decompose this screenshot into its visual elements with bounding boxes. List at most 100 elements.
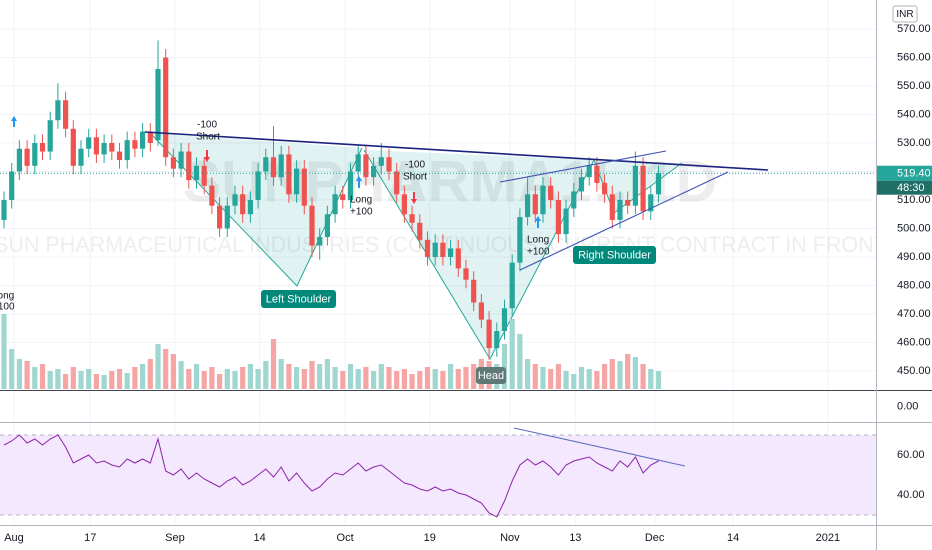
volume-bar [109,371,115,389]
volume-bar [447,364,454,389]
candles [0,40,876,360]
x-tick-label: Dec [645,532,665,544]
candle-body [16,148,23,172]
price-axis-bg [876,0,932,550]
x-tick-label: 19 [424,532,436,544]
volume-bar [578,367,585,389]
volume-bar [509,319,515,389]
short-arrow [204,150,210,162]
watermark-name: SUN PHARMACEUTICAL INDUSTRIES (CONTINUOU… [0,232,894,257]
volume-bar [655,371,662,389]
volume-bar [309,361,315,389]
volume-bar [293,367,300,389]
y-tick-label: 40.00 [897,489,925,501]
candle-body [555,199,561,235]
y-tick-label: 60.00 [897,449,925,461]
candle-body [47,120,53,152]
signal-label: Short [196,132,220,143]
candle-body [594,165,600,183]
x-tick-label: Aug [4,532,24,544]
candle-body [571,191,577,209]
candle-body [486,319,492,349]
volume-bar [417,371,423,389]
candle-body [440,242,446,257]
volume-bar [232,371,238,389]
volume-bar [224,369,230,389]
volume-bar [186,369,192,389]
volume-bar [124,373,130,389]
x-tick-label: 2021 [816,532,840,544]
wedge-upper [499,150,667,183]
candle-body [139,131,146,149]
candle-body [101,143,107,155]
volume-bar [55,369,61,389]
y-tick-label: 560.00 [897,51,931,63]
volume-bar [163,349,169,389]
candle-body [301,168,307,206]
volume-bar [324,359,330,389]
candle-body [93,137,100,155]
signal-label: Long [0,291,14,302]
wedge-lower [519,171,729,271]
long-arrow [11,116,17,127]
candle-body [394,171,400,195]
volume-bar [24,361,30,389]
x-tick-label: 13 [569,532,581,544]
candle-body [409,214,415,223]
candle-body [501,308,508,332]
volume-bar [270,339,277,389]
volume-bar [132,367,138,389]
x-tick-label: Sep [165,532,185,544]
pattern-labels: Left Shoulder Head Right Shoulder [261,246,656,384]
volume-bar [32,367,38,389]
volume-bar [240,367,246,389]
signal-label: -100 [197,120,217,131]
rsi-band [0,435,876,515]
candle-body [155,68,161,141]
volume-bar [548,369,554,389]
candle-body [332,194,338,215]
candle-body [417,222,423,240]
candle-body [517,217,523,263]
signal-label: Long [527,235,549,246]
volume-bar [216,374,223,389]
volume-bar [632,357,638,389]
candle-body [278,154,284,178]
volume-bar [586,369,592,389]
candle-body [586,165,592,178]
volume-bar [332,367,338,389]
volume-bar [78,371,84,389]
candle-body [193,165,200,181]
volume-bar [263,361,269,389]
candle-body [617,199,623,220]
x-tick-label: Nov [500,532,520,544]
currency-box [892,5,918,23]
y-tick-label: 510.00 [897,194,931,206]
candle-body [124,140,130,161]
volume-bar [16,359,23,389]
volume-bar [386,367,392,389]
y-tick-label: 490.00 [897,251,931,263]
volume-bar [394,371,400,389]
candle-body [601,182,608,195]
last-price-label: 519.40 [897,168,931,180]
y-tick-label: 480.00 [897,279,931,291]
candle-body [625,199,631,206]
y-tick-label: 500.00 [897,222,931,234]
candle-body [116,151,123,161]
volume-bar [9,349,15,389]
volume-bar [617,361,623,389]
candle-body [447,248,454,257]
signal-label: +100 [0,302,15,313]
candle-body [324,214,330,238]
candle-body [340,194,346,200]
volume-bar [155,344,161,389]
candle-body [78,148,84,166]
volume-bar [355,369,361,389]
x-tick-label: 14 [727,532,739,544]
candle-body [648,194,654,212]
candle-body [178,151,184,169]
candle-body [347,171,354,200]
volume-bar [347,364,354,389]
rsi [3,434,659,518]
